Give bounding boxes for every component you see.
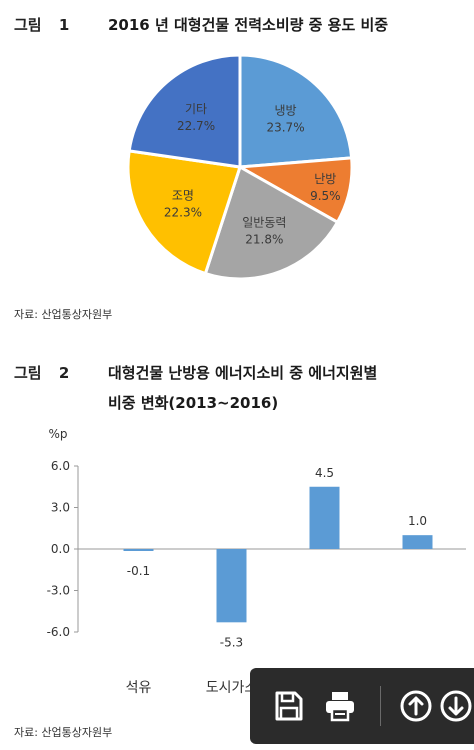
figure1-source: 자료: 산업통상자원부 bbox=[14, 308, 113, 321]
figure1-number: 그림 1 bbox=[14, 16, 70, 34]
bar bbox=[402, 535, 433, 549]
down-icon[interactable] bbox=[438, 688, 474, 724]
bar-value-label: -5.3 bbox=[220, 635, 243, 649]
bar bbox=[216, 549, 247, 623]
figure1-title: 2016 년 대형건물 전력소비량 중 용도 비중 bbox=[108, 16, 389, 34]
bar bbox=[309, 486, 340, 549]
bar bbox=[123, 549, 154, 551]
category-label: 석유 bbox=[126, 680, 152, 696]
pie-slice bbox=[127, 53, 242, 169]
pie-slice-label: 냉방 bbox=[274, 104, 296, 118]
toolbar-divider bbox=[380, 686, 381, 726]
pie-slice bbox=[238, 53, 354, 169]
print-icon[interactable] bbox=[322, 688, 358, 724]
figure2-title-line1: 대형건물 난방용 에너지소비 중 에너지원별 bbox=[108, 364, 378, 382]
figure2-source: 자료: 산업통상자원부 bbox=[14, 726, 113, 739]
pie-slice bbox=[126, 149, 242, 276]
pie-chart: 냉방 23.7% 난방 9.5% 일반동력 21.8% 조명 22.3% 기타 22.7% bbox=[126, 53, 354, 281]
category-label: 도시가스 bbox=[206, 680, 258, 696]
y-tick-label: -3.0 bbox=[47, 584, 70, 598]
pie-slice-value: 22.3% bbox=[164, 205, 202, 219]
bar-value-label: 4.5 bbox=[315, 466, 334, 480]
pie-slice bbox=[203, 164, 340, 281]
y-tick-label: -6.0 bbox=[47, 625, 70, 639]
save-icon[interactable] bbox=[270, 688, 306, 724]
pie-slice-label: 일반동력 bbox=[242, 216, 286, 230]
floating-toolbar bbox=[250, 668, 474, 744]
pie-slice-label: 난방 bbox=[314, 172, 336, 186]
y-tick-label: 3.0 bbox=[51, 501, 70, 515]
y-tick-label: 6.0 bbox=[51, 459, 70, 473]
y-tick-label: 0.0 bbox=[51, 542, 70, 556]
pie-slice-value: 23.7% bbox=[266, 121, 304, 135]
pie-slice-value: 22.7% bbox=[177, 119, 215, 133]
figure2-title-line2: 비중 변화(2013~2016) bbox=[108, 394, 279, 412]
bar-value-label: -0.1 bbox=[127, 564, 150, 578]
pie-slice-label: 기타 bbox=[185, 102, 207, 116]
y-axis-unit: %p bbox=[48, 427, 67, 441]
pie-slice-label: 조명 bbox=[172, 188, 194, 202]
up-icon[interactable] bbox=[398, 688, 434, 724]
bar-chart: %p 6.0 3.0 0.0 -3.0 -6.0 -0.1 석유 -5.3 도시가스 4.5 1.0 bbox=[47, 427, 466, 696]
pie-slice-value: 21.8% bbox=[245, 233, 283, 247]
pie-slice-value: 9.5% bbox=[310, 189, 341, 203]
figure2-number: 그림 2 bbox=[14, 364, 70, 382]
bar-value-label: 1.0 bbox=[408, 514, 427, 528]
